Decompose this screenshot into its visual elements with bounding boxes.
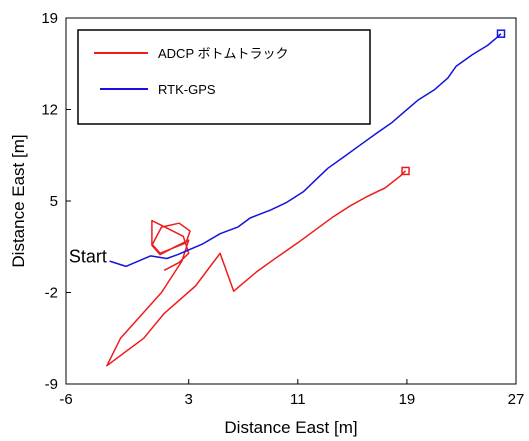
y-tick-label: 19 xyxy=(41,10,58,27)
legend-label-rtk-gps: RTK-GPS xyxy=(158,82,216,97)
y-axis-title: Distance East [m] xyxy=(9,134,28,267)
series-line-1 xyxy=(109,33,502,268)
x-tick-label: 11 xyxy=(290,391,306,408)
series-line-0 xyxy=(106,170,407,367)
series-end-marker-1 xyxy=(496,29,506,38)
series-end-marker-0 xyxy=(401,166,410,176)
x-tick-label: 27 xyxy=(508,391,525,408)
legend: ADCP ボトムトラック RTK-GPS xyxy=(77,29,371,125)
x-tick-label: 3 xyxy=(185,391,193,408)
legend-label-adcp: ADCP ボトムトラック xyxy=(158,46,289,61)
x-axis-title: Distance East [m] xyxy=(224,418,357,437)
start-annotation: Start xyxy=(69,246,107,266)
y-tick-label: 5 xyxy=(50,193,58,210)
legend-box xyxy=(77,29,371,125)
y-tick-label: 12 xyxy=(41,102,58,119)
x-tick-label: -6 xyxy=(59,391,72,408)
y-tick-label: -2 xyxy=(45,285,58,302)
x-tick-label: 19 xyxy=(399,391,416,408)
series-group xyxy=(106,29,506,367)
y-tick-label: -9 xyxy=(45,376,58,393)
tick-group: -6 3 11 19 27 -9 -2 5 12 19 xyxy=(41,10,524,408)
